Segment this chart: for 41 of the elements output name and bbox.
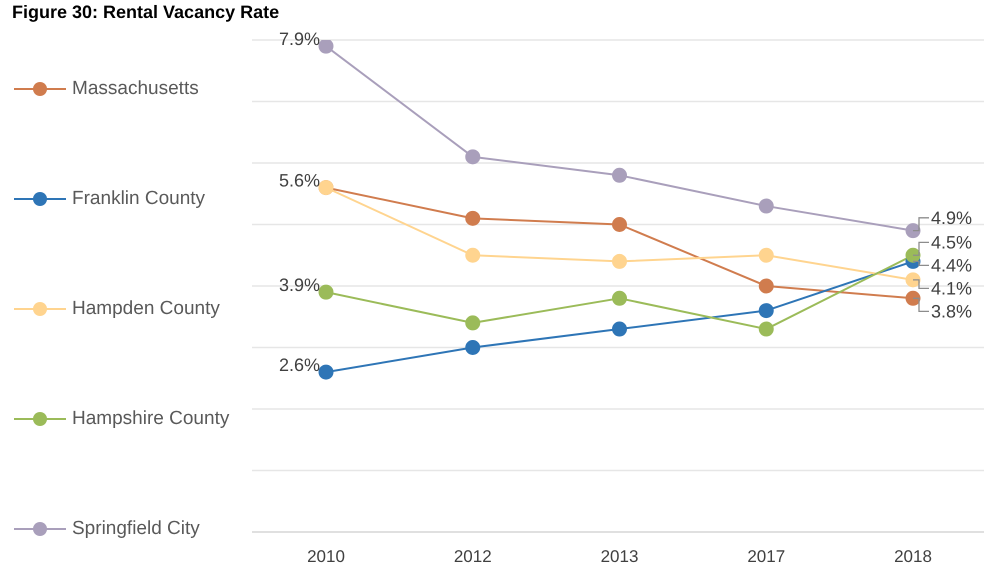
x-tick-label: 2018	[894, 547, 932, 566]
point	[465, 340, 480, 355]
data-label: 4.9%	[931, 208, 972, 228]
point	[906, 272, 920, 288]
data-label: 4.5%	[931, 232, 972, 252]
point	[758, 198, 774, 214]
point	[758, 303, 774, 318]
x-tick-label: 2017	[747, 547, 786, 566]
point	[465, 315, 480, 330]
point	[465, 248, 480, 263]
x-tick-label: 2010	[307, 547, 345, 566]
point	[612, 168, 627, 183]
legend-label: Massachusetts	[72, 78, 199, 100]
point	[758, 322, 774, 337]
legend-label: Hampshire County	[72, 408, 230, 430]
point	[612, 290, 627, 306]
point	[906, 290, 920, 306]
point	[318, 40, 334, 54]
data-label: 3.9%	[278, 275, 320, 296]
data-label: 4.4%	[931, 255, 972, 276]
chart-title: Figure 30: Rental Vacancy Rate	[12, 2, 280, 23]
point	[758, 248, 774, 263]
point	[612, 322, 627, 337]
legend-label: Springfield City	[72, 518, 200, 540]
point	[318, 364, 334, 380]
point	[465, 210, 480, 226]
x-tick-label: 2012	[454, 547, 492, 566]
data-label: 5.6%	[278, 170, 320, 191]
x-tick-label: 2013	[600, 547, 638, 566]
point	[612, 254, 627, 269]
data-label: 3.8%	[931, 301, 972, 322]
point	[906, 223, 920, 238]
point	[758, 278, 774, 294]
data-label: 7.9%	[278, 29, 320, 50]
legend-label: Hampden County	[72, 298, 220, 320]
point	[465, 149, 480, 164]
data-label: 4.1%	[931, 278, 972, 298]
point	[612, 217, 627, 232]
data-label: 2.6%	[278, 355, 320, 376]
point	[318, 284, 334, 300]
legend-label: Franklin County	[72, 188, 206, 210]
